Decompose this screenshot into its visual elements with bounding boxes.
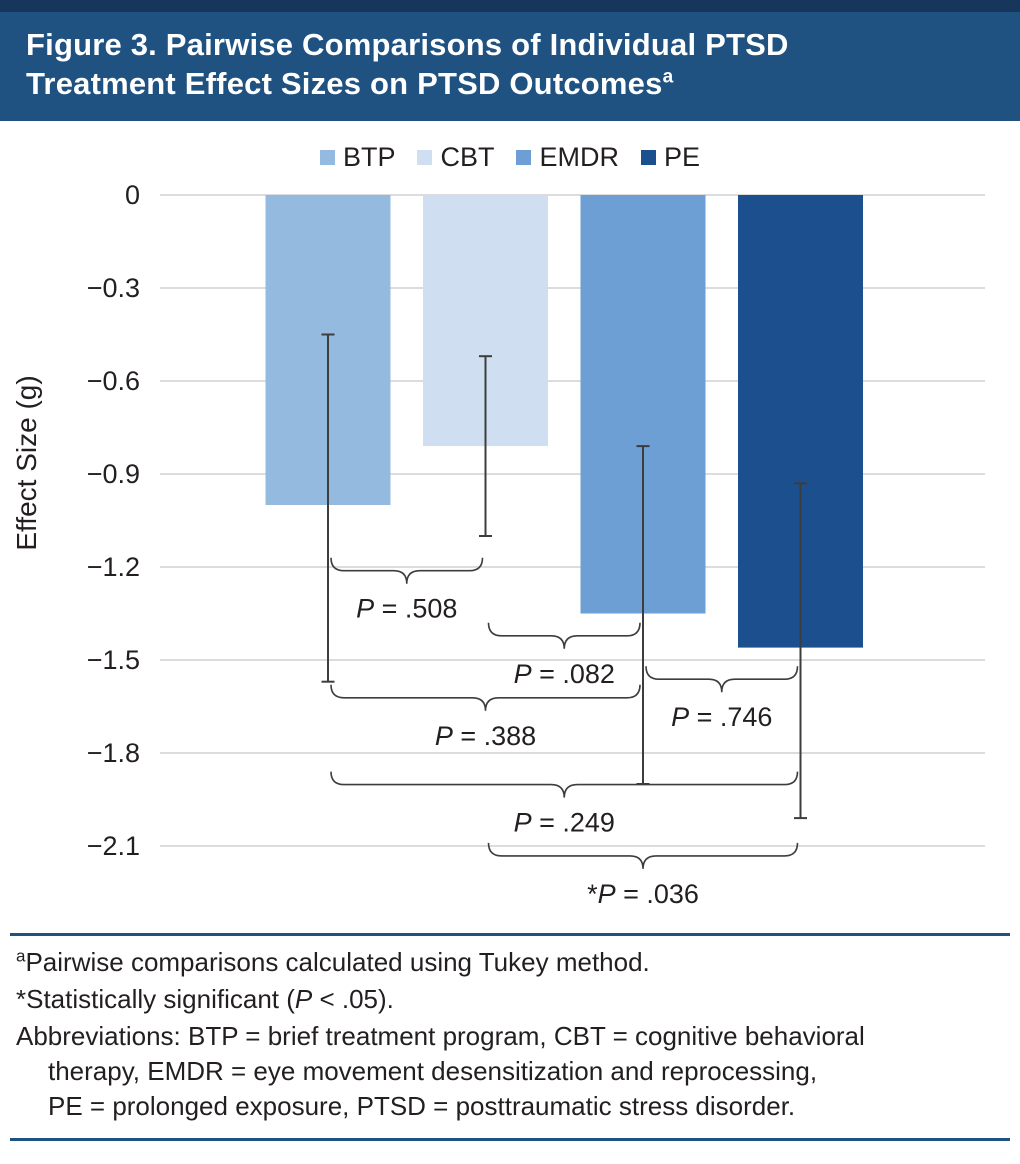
figure-title-line1: Figure 3. Pairwise Comparisons of Indivi… <box>26 27 789 62</box>
comparison-brace-btp-pe <box>330 771 799 798</box>
y-tick-label: −2.1 <box>87 831 140 861</box>
legend-item-emdr: EMDR <box>516 142 619 173</box>
p-value-label: P = .508 <box>356 594 457 624</box>
footnote-a-marker: a <box>16 946 26 966</box>
legend-swatch-btp <box>319 149 335 165</box>
footnote-significance-p: P <box>294 984 313 1014</box>
bottom-border-line <box>10 1138 1010 1141</box>
footnote-abbreviations-line1: Abbreviations: BTP = brief treatment pro… <box>16 1021 865 1051</box>
figure-title-line2: Treatment Effect Sizes on PTSD Outcomes <box>26 66 663 101</box>
footnote-a-text: Pairwise comparisons calculated using Tu… <box>25 947 650 977</box>
y-tick-label: −0.6 <box>87 366 140 396</box>
effect-size-bar-chart: 0 −0.3 −0.6 −0.9 −1.2 −1.5 −1.8 −2.1 Effect Size… <box>11 180 985 909</box>
footnote-abbreviations-line3: PE = prolonged exposure, PTSD = posttrau… <box>48 1091 796 1121</box>
y-tick-label: −1.2 <box>87 552 140 582</box>
comparison-brace-emdr-pe <box>645 666 799 693</box>
y-tick-label: −1.8 <box>87 738 140 768</box>
comparison-brace-btp-cbt <box>330 557 484 584</box>
figure-title-bar: Figure 3. Pairwise Comparisons of Indivi… <box>0 12 1020 121</box>
top-border-strip <box>0 0 1020 12</box>
legend-item-pe: PE <box>640 141 701 173</box>
figure-title: Figure 3. Pairwise Comparisons of Indivi… <box>26 25 994 103</box>
footnote-abbreviations-line2: therapy, EMDR = eye movement desensitiza… <box>48 1056 818 1086</box>
legend-label-cbt: CBT <box>440 141 495 172</box>
footnote-significance: *Statistically significant (P < .05). <box>16 982 1004 1017</box>
p-value-label: P = .082 <box>514 659 615 689</box>
legend-item-btp: BTP <box>319 141 396 173</box>
y-tick-label: 0 <box>125 180 140 210</box>
comparison-brace-cbt-emdr <box>487 622 641 649</box>
footnote-divider-line <box>10 933 1010 936</box>
y-tick-label: −0.3 <box>87 273 140 303</box>
p-value-label: P = .249 <box>514 808 615 838</box>
legend-swatch-emdr <box>516 149 532 165</box>
legend-swatch-cbt <box>417 149 433 165</box>
comparison-brace-cbt-pe <box>487 842 799 869</box>
legend-label-emdr: EMDR <box>539 141 619 172</box>
footnote-tukey: aPairwise comparisons calculated using T… <box>16 945 1004 980</box>
y-tick-label: −0.9 <box>87 459 140 489</box>
p-value-label: P = .746 <box>671 702 772 732</box>
footnote-abbreviations: Abbreviations: BTP = brief treatment pro… <box>16 1019 1004 1124</box>
y-axis-label: Effect Size (g) <box>11 375 42 550</box>
footnote-significance-pre: *Statistically significant ( <box>16 984 295 1014</box>
legend-swatch-pe <box>640 149 656 165</box>
y-tick-label: −1.5 <box>87 645 140 675</box>
figure-title-superscript: a <box>662 66 674 88</box>
p-value-label: P = .388 <box>435 721 536 751</box>
legend-item-cbt: CBT <box>417 142 494 173</box>
legend-label-pe: PE <box>663 141 701 172</box>
legend-label-btp: BTP <box>342 141 396 172</box>
p-value-label: *P = .036 <box>587 879 699 909</box>
comparison-brace-btp-emdr <box>330 684 641 711</box>
footnote-significance-post: < .05). <box>312 984 394 1014</box>
chart-legend: BTP CBT EMDR PE <box>0 141 1020 173</box>
footnotes: aPairwise comparisons calculated using T… <box>0 936 1020 1124</box>
